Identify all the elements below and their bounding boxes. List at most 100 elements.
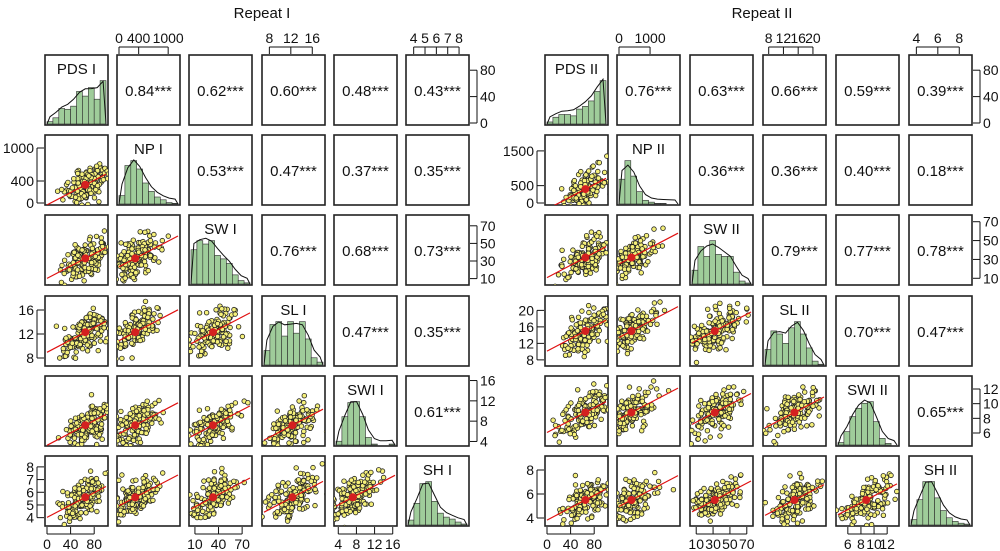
scatter-point <box>708 485 714 492</box>
scatter-point <box>731 384 737 390</box>
panel-r2-c5: 0.78*** <box>908 214 973 286</box>
scatter-point <box>95 347 101 354</box>
scatter-point <box>612 346 617 351</box>
scatter-point <box>210 338 216 344</box>
scatter-point <box>594 407 600 413</box>
scatter-point <box>137 439 144 446</box>
scatter-point <box>70 270 76 276</box>
scatter-points <box>181 398 258 447</box>
panel-r0-c1: 0.76*** <box>616 54 681 126</box>
correlation-label: 0.70*** <box>844 324 891 341</box>
histogram-bar <box>196 240 204 285</box>
scatter-point <box>141 408 147 414</box>
scatter-point <box>91 195 98 201</box>
scatter-point <box>200 328 206 334</box>
correlation-label: 0.53*** <box>197 163 244 180</box>
scatter-point <box>145 267 151 274</box>
scatter-point <box>298 423 305 429</box>
scatter-point <box>101 228 108 234</box>
scatter-point <box>292 430 299 436</box>
scatter-point <box>323 429 325 434</box>
mean-point <box>131 328 140 337</box>
scatter-point <box>640 424 646 430</box>
scatter-point <box>152 400 158 406</box>
scatter-point <box>86 265 92 271</box>
scatter-point <box>638 411 644 418</box>
scatter-point <box>117 416 124 423</box>
scatter-point <box>79 202 85 205</box>
scatter-point <box>76 273 83 279</box>
scatter-point <box>586 393 592 400</box>
scatter-point <box>564 209 569 214</box>
scatter-point <box>224 418 231 424</box>
scatter-point <box>143 430 149 436</box>
scatter-point <box>771 438 777 445</box>
histogram-bar <box>310 357 318 366</box>
fit-line <box>46 320 107 353</box>
scatter-point <box>588 486 594 493</box>
scatter-point <box>127 411 133 417</box>
panel-r2-c1 <box>116 214 181 286</box>
panel-r0-c5: 0.39*** <box>908 54 973 126</box>
scatter-point <box>621 490 627 496</box>
scatter-point <box>779 489 786 495</box>
histogram-bar <box>811 360 819 366</box>
scatter-point <box>220 424 226 431</box>
scatter-point <box>787 473 793 479</box>
histogram-bar <box>642 199 649 205</box>
scatter-point <box>181 442 186 447</box>
scatter-point <box>67 418 74 424</box>
scatter-point <box>109 432 114 437</box>
scatter-point <box>643 478 649 484</box>
scatter-point <box>117 356 119 362</box>
correlation-label: 0.65*** <box>917 404 964 421</box>
scatter-point <box>636 264 643 271</box>
scatter-point <box>111 434 116 439</box>
scatter-point <box>130 437 137 444</box>
scatter-point <box>696 330 702 336</box>
scatter-point <box>609 269 614 274</box>
histogram-bar <box>697 246 705 285</box>
scatter-point <box>892 496 898 502</box>
scatter-point <box>282 483 289 489</box>
histogram-bar <box>552 116 560 125</box>
scatter-point <box>105 244 108 250</box>
scatter-point <box>204 441 211 446</box>
panel-frame <box>762 134 827 206</box>
scatter-point <box>611 330 616 335</box>
scatter-point <box>617 245 618 249</box>
scatter-point <box>628 403 634 409</box>
fit-line <box>118 309 179 342</box>
panel-r0-c2: 0.63*** <box>689 54 754 126</box>
scatter-point <box>138 429 145 436</box>
scatter-point <box>661 307 668 314</box>
scatter-point <box>632 240 639 246</box>
scatter-point <box>579 243 585 249</box>
scatter-point <box>102 470 108 477</box>
scatter-point <box>623 426 629 433</box>
histogram-bar <box>237 280 245 285</box>
scatter-point <box>206 319 212 325</box>
scatter-point <box>214 333 221 340</box>
scatter-point <box>121 509 127 515</box>
mean-point <box>288 493 297 502</box>
scatter-point <box>216 411 222 417</box>
scatter-point <box>628 346 634 352</box>
panel-r2-c2: SW II <box>689 214 754 286</box>
scatter-point <box>880 473 886 479</box>
scatter-point <box>253 413 258 418</box>
scatter-point <box>197 419 203 425</box>
scatter-point <box>873 487 879 493</box>
scatter-point <box>585 246 592 252</box>
panel-r1-c2: 0.53*** <box>188 134 253 206</box>
scatter-point <box>71 175 77 182</box>
scatter-point <box>373 487 380 493</box>
histogram-bar <box>703 256 710 285</box>
histogram-bar <box>208 240 215 285</box>
scatter-point <box>348 477 355 483</box>
scatter-point <box>573 492 580 499</box>
scatter-point <box>565 274 571 281</box>
scatter-point <box>652 248 658 255</box>
scatter-point <box>72 485 78 491</box>
